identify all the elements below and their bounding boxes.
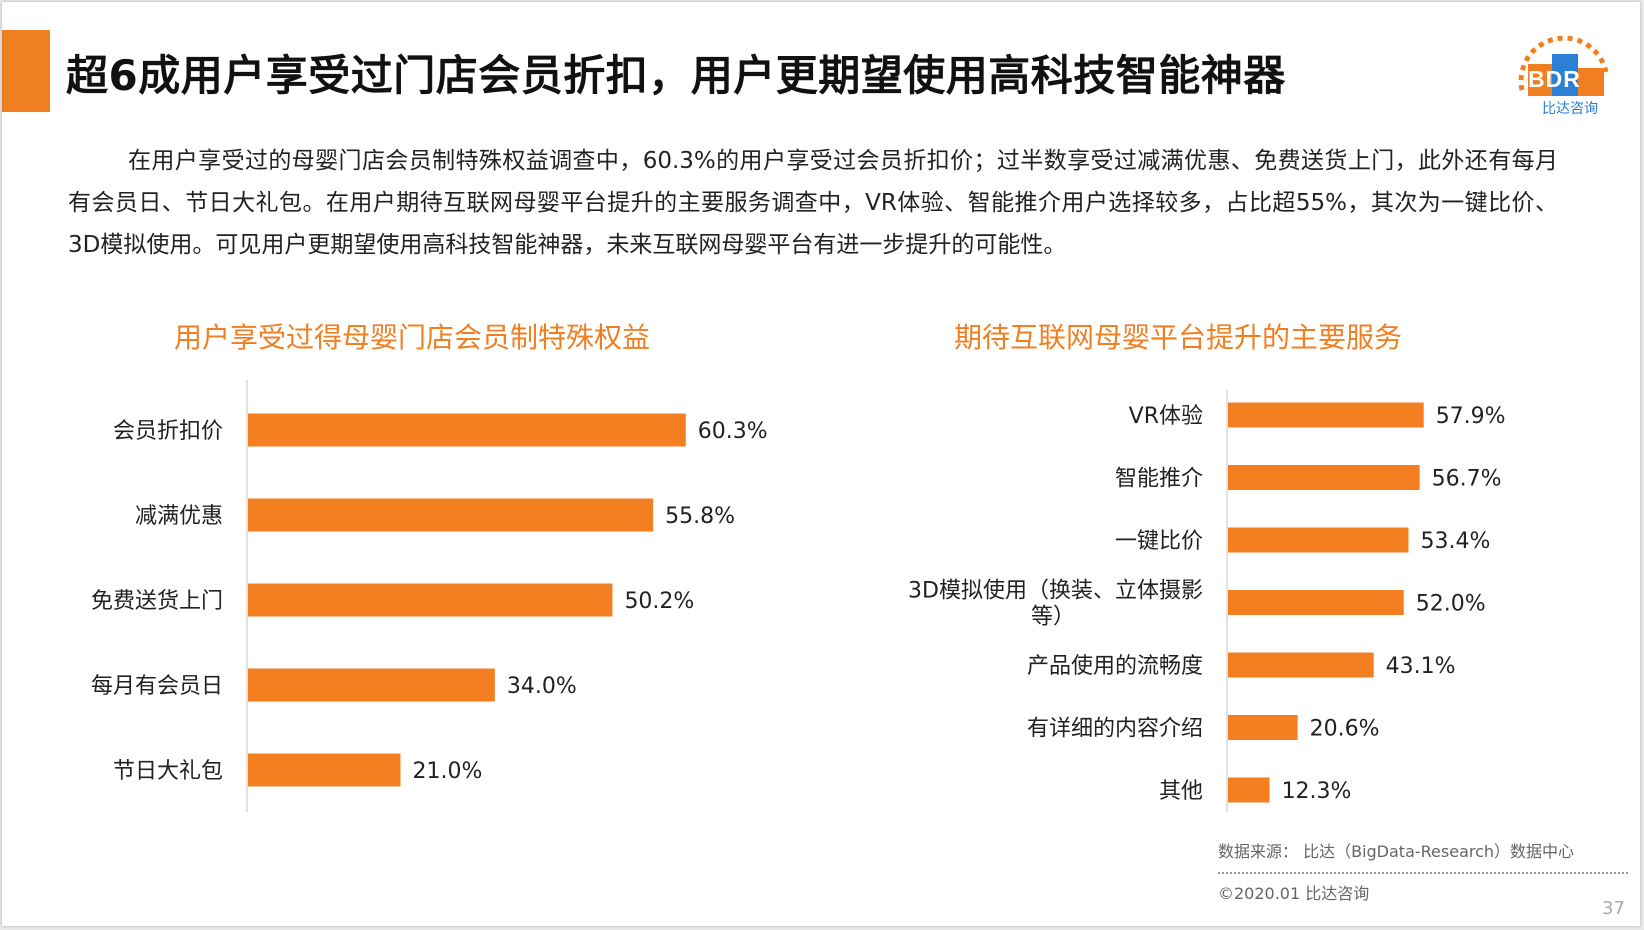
left-bar — [248, 753, 401, 787]
intro-paragraph: 在用户享受过的母婴门店会员制特殊权益调查中，60.3%的用户享受过会员折扣价；过… — [68, 148, 1558, 258]
right-bar — [1228, 590, 1404, 615]
left-category-label: 减满优惠 — [135, 504, 223, 529]
right-category-label: 其他 — [1159, 779, 1203, 804]
right-category-label: 智能推介 — [1115, 467, 1203, 492]
right-value-label: 56.7% — [1432, 467, 1502, 492]
chart-right-title: 期待互联网母婴平台提升的主要服务 — [954, 321, 1403, 354]
right-bar — [1228, 777, 1270, 803]
left-bar — [248, 498, 654, 532]
left-category-label: 免费送货上门 — [91, 589, 223, 614]
left-value-label: 60.3% — [698, 419, 768, 444]
logo-mark: BDR — [1528, 66, 1581, 92]
right-category-label: 有详细的内容介绍 — [1027, 717, 1203, 742]
left-category-label: 节日大礼包 — [113, 759, 223, 784]
title-accent-bar — [2, 30, 50, 112]
left-value-label: 50.2% — [624, 589, 694, 614]
right-bar — [1228, 465, 1420, 490]
left-bar — [248, 668, 495, 702]
left-bar — [248, 583, 613, 617]
right-bar — [1228, 715, 1298, 740]
right-value-label: 12.3% — [1282, 779, 1352, 804]
data-source: 数据来源： 比达（BigData-Research）数据中心 — [1218, 842, 1575, 861]
bdr-logo-icon — [1518, 35, 1609, 96]
copyright: ©2020.01 比达咨询 — [1218, 884, 1370, 903]
right-value-label: 20.6% — [1310, 717, 1380, 742]
left-category-label: 每月有会员日 — [91, 674, 223, 699]
page-title: 超6成用户享受过门店会员折扣，用户更期望使用高科技智能神器 — [66, 51, 1286, 100]
right-category-label: 产品使用的流畅度 — [1027, 654, 1203, 679]
footer-divider — [1218, 872, 1628, 874]
right-bar — [1228, 402, 1424, 428]
right-category-label: 一键比价 — [1115, 529, 1203, 554]
right-bar — [1228, 652, 1374, 678]
logo-subtitle: 比达咨询 — [1542, 101, 1598, 117]
left-bar — [248, 413, 686, 447]
right-value-label: 43.1% — [1386, 654, 1456, 679]
chart-left-title: 用户享受过得母婴门店会员制特殊权益 — [174, 321, 651, 354]
right-value-label: 57.9% — [1436, 404, 1506, 429]
right-category-label: 3D模拟使用（换装、立体摄影等） — [908, 579, 1203, 630]
right-value-label: 53.4% — [1420, 529, 1490, 554]
left-category-label: 会员折扣价 — [113, 419, 223, 444]
left-value-label: 21.0% — [412, 759, 482, 784]
left-value-label: 55.8% — [665, 504, 735, 529]
right-value-label: 52.0% — [1416, 592, 1486, 617]
page-number: 37 — [1602, 898, 1625, 919]
left-value-label: 34.0% — [507, 674, 577, 699]
right-category-label: VR体验 — [1129, 404, 1203, 429]
right-bar — [1228, 527, 1409, 553]
